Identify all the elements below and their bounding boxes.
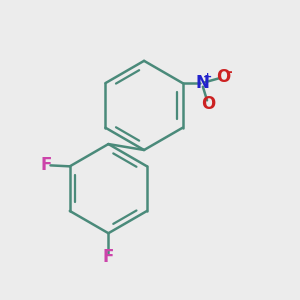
Text: O: O [201,95,215,113]
Text: -: - [226,65,232,79]
Text: N: N [195,74,209,92]
Text: F: F [40,156,52,174]
Text: +: + [203,72,213,82]
Text: F: F [103,248,114,266]
Text: O: O [216,68,230,86]
